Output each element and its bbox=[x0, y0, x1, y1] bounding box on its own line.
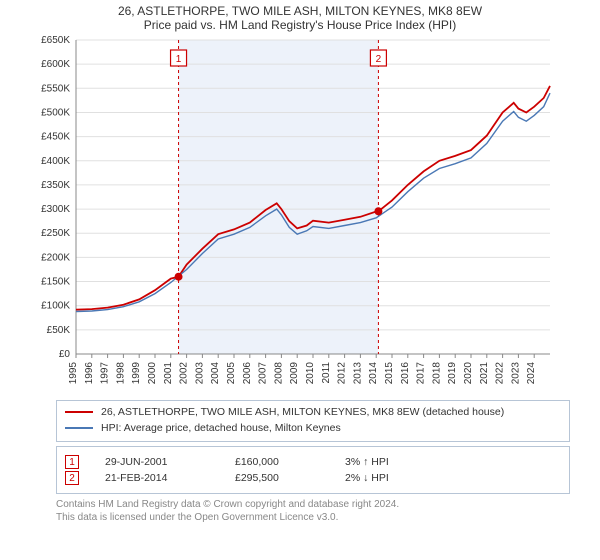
svg-text:2013: 2013 bbox=[352, 362, 363, 385]
chart-title-block: 26, ASTLETHORPE, TWO MILE ASH, MILTON KE… bbox=[0, 0, 600, 34]
svg-text:2017: 2017 bbox=[416, 362, 427, 385]
svg-text:2022: 2022 bbox=[495, 362, 506, 385]
svg-text:2008: 2008 bbox=[273, 362, 284, 385]
svg-text:£500K: £500K bbox=[41, 107, 70, 118]
svg-text:2007: 2007 bbox=[258, 362, 269, 385]
svg-text:£450K: £450K bbox=[41, 132, 70, 143]
legend-label-hpi: HPI: Average price, detached house, Milt… bbox=[101, 422, 341, 434]
svg-text:£50K: £50K bbox=[47, 325, 71, 336]
svg-text:2005: 2005 bbox=[226, 362, 237, 385]
footnote-line-1: Contains HM Land Registry data © Crown c… bbox=[56, 498, 570, 512]
svg-text:£350K: £350K bbox=[41, 180, 70, 191]
sale-date-2: 21-FEB-2014 bbox=[105, 472, 235, 484]
legend: 26, ASTLETHORPE, TWO MILE ASH, MILTON KE… bbox=[56, 400, 570, 442]
svg-text:2003: 2003 bbox=[194, 362, 205, 385]
svg-text:2018: 2018 bbox=[431, 362, 442, 385]
sale-hpi-2: 2% ↓ HPI bbox=[345, 472, 455, 484]
sale-marker-1: 1 bbox=[65, 455, 79, 469]
svg-text:2: 2 bbox=[376, 54, 382, 65]
svg-text:2001: 2001 bbox=[163, 362, 174, 385]
sale-marker-2: 2 bbox=[65, 471, 79, 485]
svg-text:2016: 2016 bbox=[400, 362, 411, 385]
svg-text:£650K: £650K bbox=[41, 35, 70, 46]
svg-text:£400K: £400K bbox=[41, 156, 70, 167]
table-row: 1 29-JUN-2001 £160,000 3% ↑ HPI bbox=[65, 455, 561, 469]
svg-text:£300K: £300K bbox=[41, 204, 70, 215]
legend-label-property: 26, ASTLETHORPE, TWO MILE ASH, MILTON KE… bbox=[101, 406, 504, 418]
svg-text:£600K: £600K bbox=[41, 59, 70, 70]
svg-text:2004: 2004 bbox=[210, 362, 221, 385]
svg-text:2014: 2014 bbox=[368, 362, 379, 385]
chart-area: £0 £50K £100K £150K £200K £250K £300K £350K £400… bbox=[20, 34, 580, 394]
svg-text:£200K: £200K bbox=[41, 252, 70, 263]
sale-price-1: £160,000 bbox=[235, 456, 345, 468]
legend-swatch-property bbox=[65, 411, 93, 413]
svg-text:2010: 2010 bbox=[305, 362, 316, 385]
sales-table: 1 29-JUN-2001 £160,000 3% ↑ HPI 2 21-FEB… bbox=[56, 446, 570, 494]
svg-text:2023: 2023 bbox=[510, 362, 521, 385]
legend-item-property: 26, ASTLETHORPE, TWO MILE ASH, MILTON KE… bbox=[65, 405, 561, 421]
svg-text:1997: 1997 bbox=[100, 362, 111, 385]
svg-text:£250K: £250K bbox=[41, 228, 70, 239]
svg-text:£0: £0 bbox=[59, 349, 71, 360]
svg-text:2021: 2021 bbox=[479, 362, 490, 385]
svg-text:2002: 2002 bbox=[179, 362, 190, 385]
svg-text:1: 1 bbox=[176, 54, 182, 65]
sale-price-2: £295,500 bbox=[235, 472, 345, 484]
svg-text:2019: 2019 bbox=[447, 362, 458, 385]
svg-text:2024: 2024 bbox=[526, 362, 537, 385]
title-line-2: Price paid vs. HM Land Registry's House … bbox=[0, 18, 600, 32]
svg-text:2020: 2020 bbox=[463, 362, 474, 385]
chart-svg: £0 £50K £100K £150K £200K £250K £300K £350K £400… bbox=[20, 34, 580, 394]
svg-text:1995: 1995 bbox=[68, 362, 79, 385]
svg-text:1996: 1996 bbox=[84, 362, 95, 385]
footnote: Contains HM Land Registry data © Crown c… bbox=[56, 498, 570, 525]
svg-text:2006: 2006 bbox=[242, 362, 253, 385]
svg-text:2015: 2015 bbox=[384, 362, 395, 385]
sale-hpi-1: 3% ↑ HPI bbox=[345, 456, 455, 468]
footnote-line-2: This data is licensed under the Open Gov… bbox=[56, 511, 570, 525]
title-line-1: 26, ASTLETHORPE, TWO MILE ASH, MILTON KE… bbox=[0, 4, 600, 18]
svg-text:£150K: £150K bbox=[41, 277, 70, 288]
svg-text:£100K: £100K bbox=[41, 301, 70, 312]
svg-text:2009: 2009 bbox=[289, 362, 300, 385]
svg-text:2011: 2011 bbox=[321, 362, 332, 384]
svg-text:2012: 2012 bbox=[337, 362, 348, 385]
table-row: 2 21-FEB-2014 £295,500 2% ↓ HPI bbox=[65, 471, 561, 485]
sale-date-1: 29-JUN-2001 bbox=[105, 456, 235, 468]
svg-text:2000: 2000 bbox=[147, 362, 158, 385]
svg-text:1999: 1999 bbox=[131, 362, 142, 385]
svg-text:1998: 1998 bbox=[115, 362, 126, 385]
legend-item-hpi: HPI: Average price, detached house, Milt… bbox=[65, 421, 561, 437]
svg-text:£550K: £550K bbox=[41, 83, 70, 94]
legend-swatch-hpi bbox=[65, 427, 93, 429]
